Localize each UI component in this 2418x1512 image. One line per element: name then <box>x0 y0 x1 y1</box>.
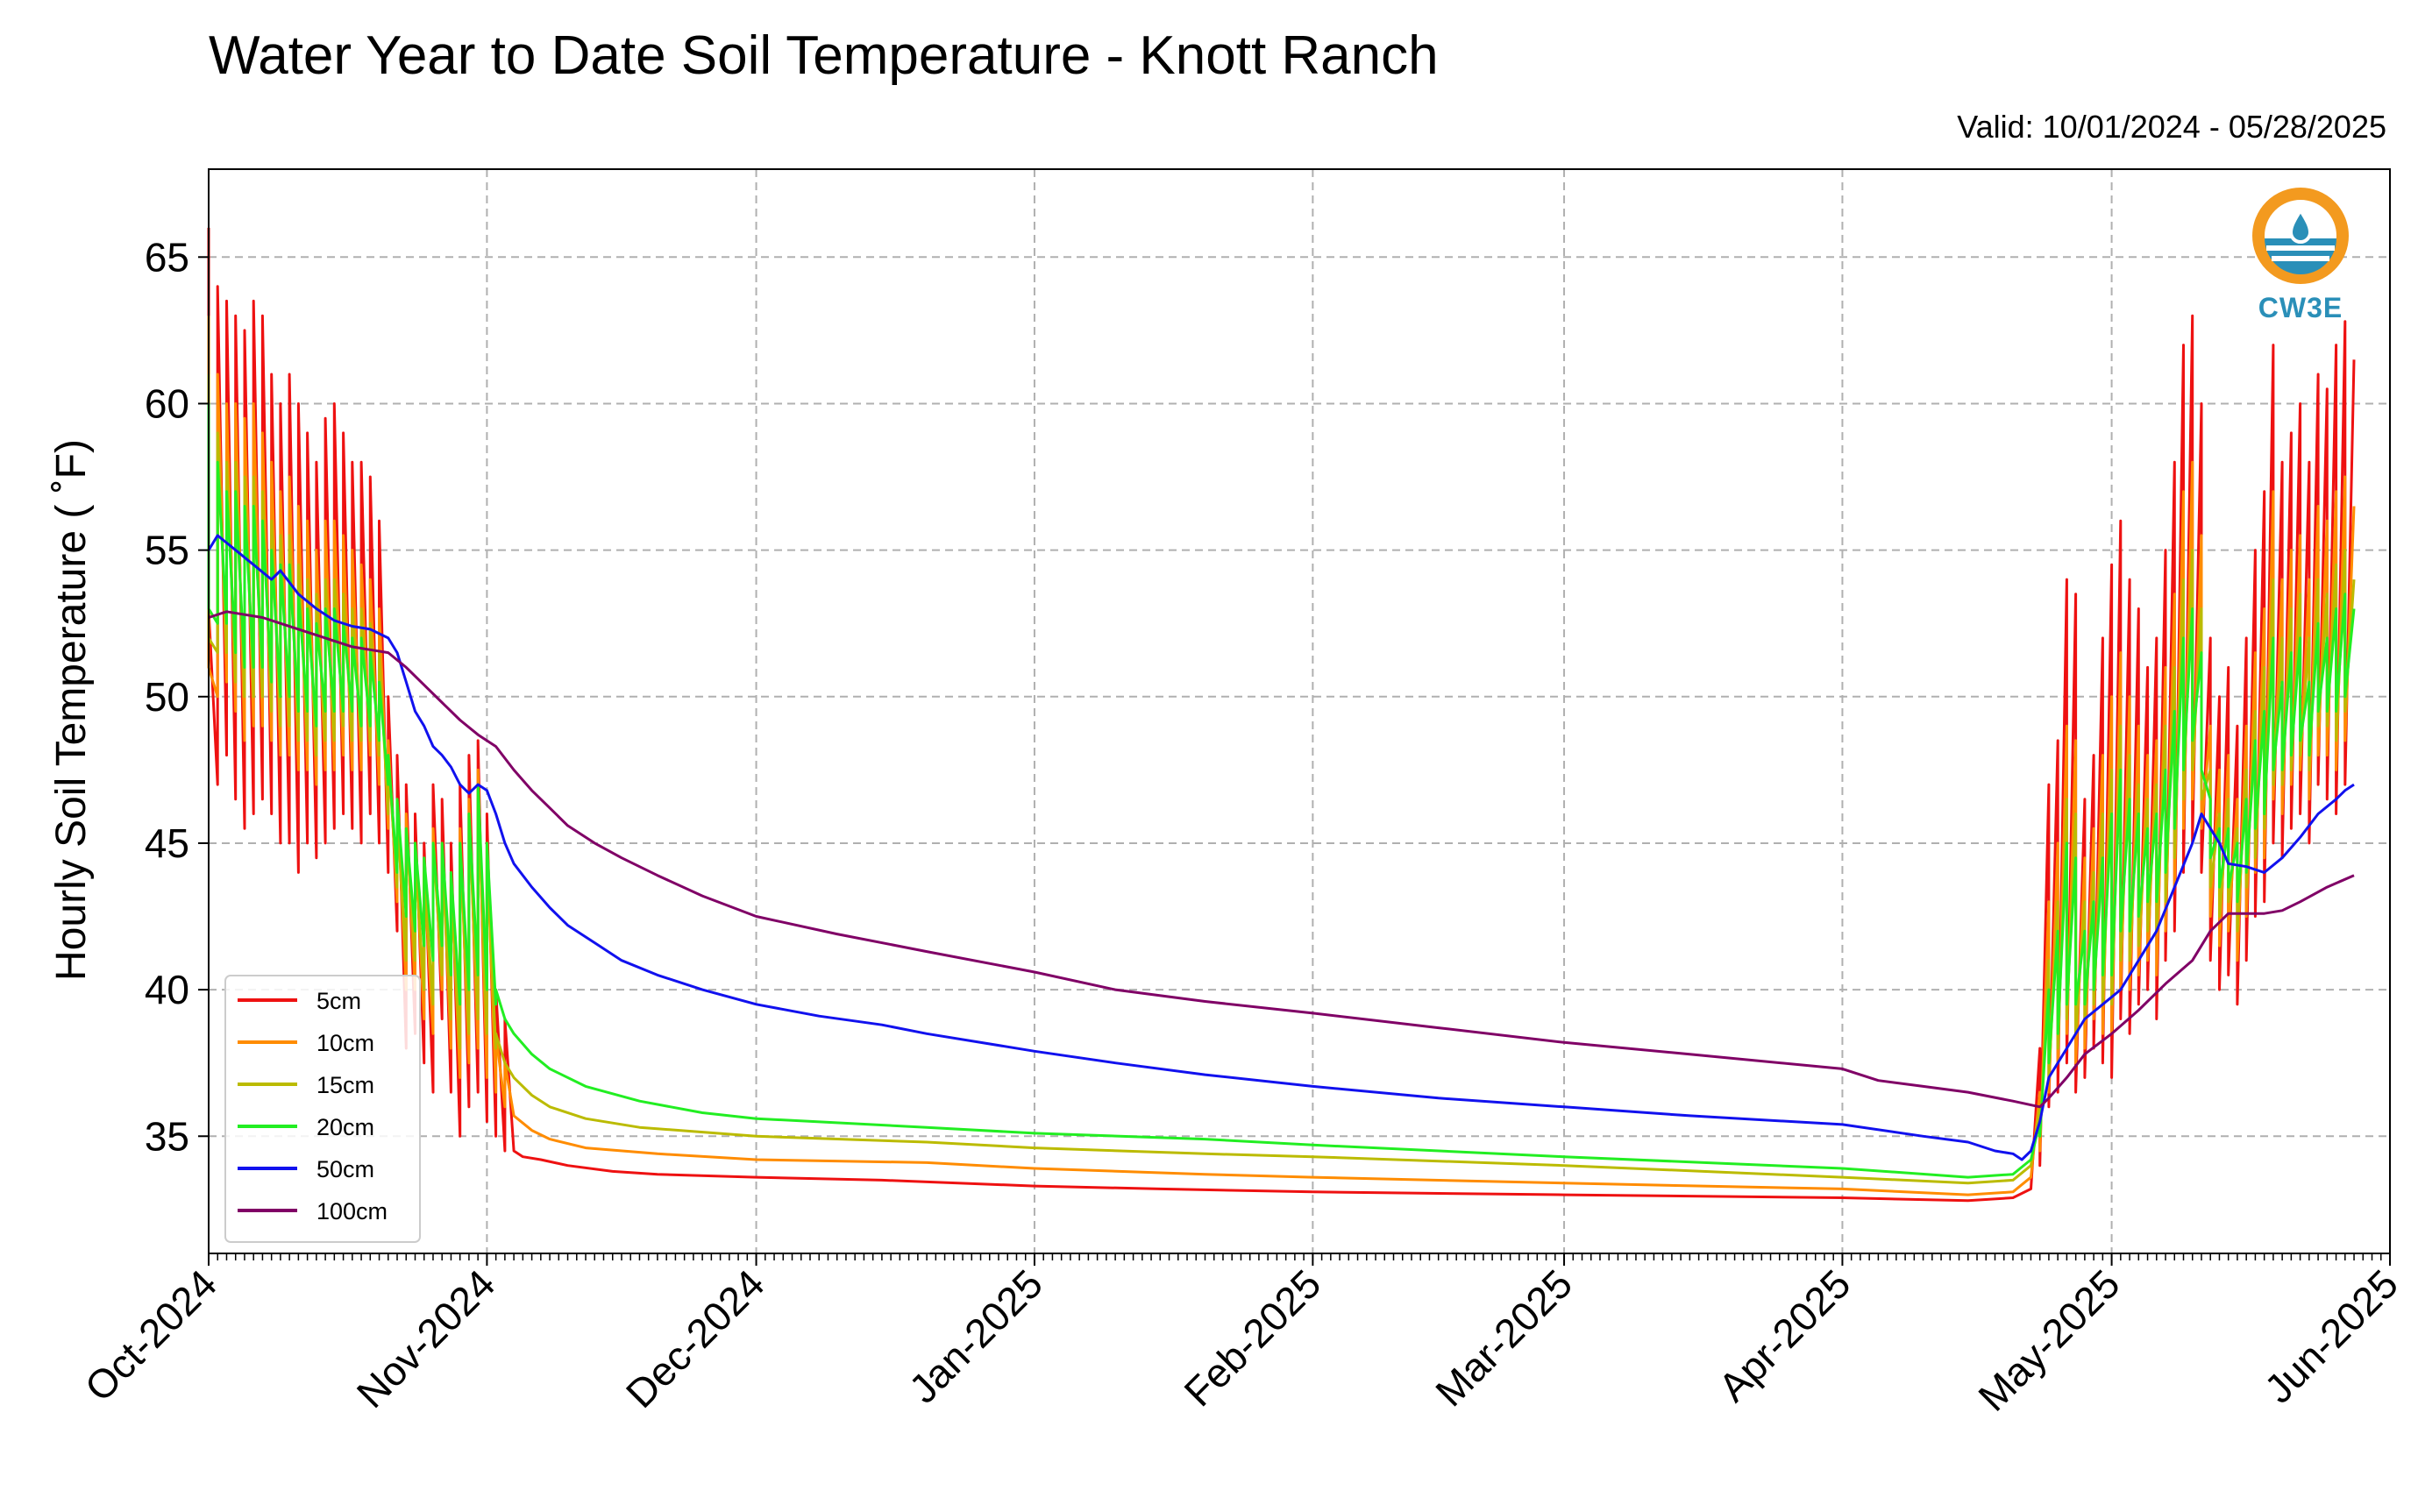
grid-layer <box>209 169 2390 1253</box>
x-tick-label: Apr-2025 <box>1710 1260 1860 1410</box>
legend-label-5cm: 5cm <box>316 988 361 1014</box>
legend-label-20cm: 20cm <box>316 1114 374 1140</box>
series-line-100cm <box>208 610 2355 1109</box>
y-tick-label: 50 <box>145 674 189 720</box>
x-tick-label: Feb-2025 <box>1175 1260 1329 1415</box>
x-tick-label: Nov-2024 <box>348 1260 504 1416</box>
y-tick-label: 60 <box>145 380 189 426</box>
x-tick-label: May-2025 <box>1969 1260 2128 1419</box>
x-tick-label: Jun-2025 <box>2256 1260 2407 1411</box>
legend-label-50cm: 50cm <box>316 1156 374 1182</box>
legend-label-100cm: 100cm <box>316 1198 388 1225</box>
legend: 5cm 10cm 15cm 20cm 50cm 100cm <box>224 975 421 1243</box>
cw3e-logo: CW3E <box>2249 184 2352 324</box>
plot-frame <box>208 168 2391 1254</box>
y-tick-label: 65 <box>145 234 189 280</box>
y-axis-title: Hourly Soil Temperature ( ˚F) <box>48 439 95 981</box>
legend-label-10cm: 10cm <box>316 1030 374 1056</box>
y-tick-label: 35 <box>145 1113 189 1159</box>
series-line-10cm <box>207 316 2356 1196</box>
cw3e-logo-icon <box>2252 188 2349 284</box>
series-layer <box>207 227 2356 1203</box>
legend-label-15cm: 15cm <box>316 1072 374 1098</box>
y-tick-label: 45 <box>145 820 189 866</box>
series-line-5cm <box>207 227 2356 1203</box>
chart-title: Water Year to Date Soil Temperature - Kn… <box>209 25 1439 86</box>
series-line-50cm <box>207 534 2355 1161</box>
x-tick-label: Oct-2024 <box>76 1260 226 1410</box>
y-tick-label: 55 <box>145 528 189 573</box>
y-tick-label: 40 <box>145 967 189 1012</box>
x-tick-label: Jan-2025 <box>900 1260 1051 1411</box>
valid-date-range: Valid: 10/01/2024 - 05/28/2025 <box>1957 109 2386 145</box>
x-tick-label: Dec-2024 <box>617 1260 773 1416</box>
cw3e-logo-text: CW3E <box>2258 292 2343 323</box>
x-tick-label: Mar-2025 <box>1426 1260 1581 1415</box>
series-line-15cm <box>207 374 2356 1185</box>
series-line-20cm <box>207 403 2356 1179</box>
